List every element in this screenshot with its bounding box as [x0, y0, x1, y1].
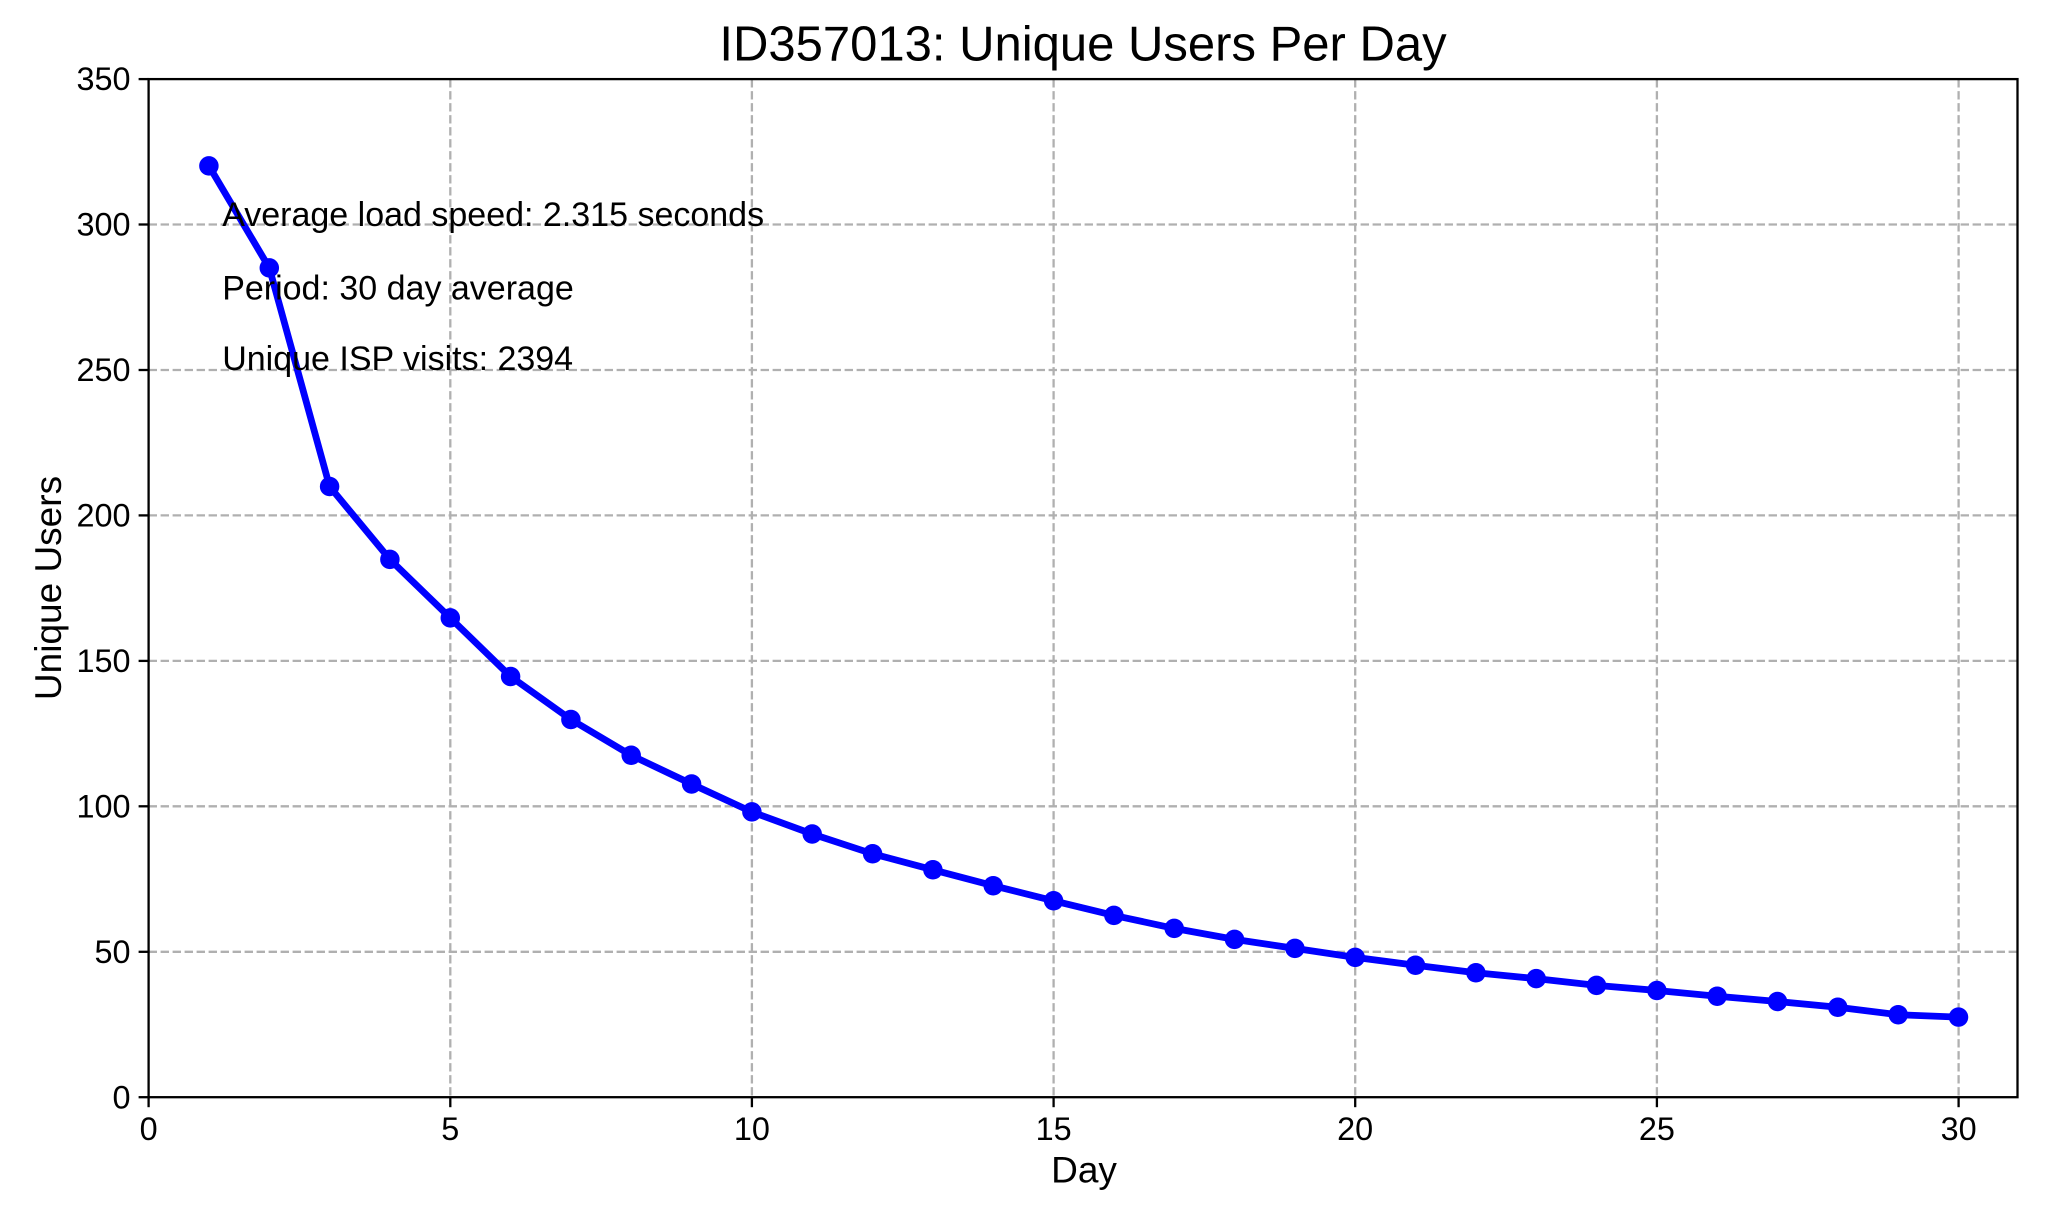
svg-text:Period: 30 day average: Period: 30 day average	[222, 269, 574, 307]
svg-text:Day: Day	[1051, 1150, 1117, 1191]
svg-text:0: 0	[112, 1079, 130, 1115]
svg-text:10: 10	[734, 1111, 770, 1147]
svg-text:15: 15	[1036, 1111, 1072, 1147]
svg-text:20: 20	[1337, 1111, 1373, 1147]
svg-text:0: 0	[140, 1111, 158, 1147]
svg-text:300: 300	[76, 207, 130, 243]
svg-text:5: 5	[441, 1111, 459, 1147]
svg-text:250: 250	[76, 352, 130, 388]
svg-text:Average load speed: 2.315 seco: Average load speed: 2.315 seconds	[222, 196, 764, 234]
svg-text:ID357013: Unique Users Per Day: ID357013: Unique Users Per Day	[719, 18, 1447, 72]
svg-text:Unique ISP visits: 2394: Unique ISP visits: 2394	[222, 340, 573, 378]
svg-text:100: 100	[76, 788, 130, 824]
svg-text:200: 200	[76, 498, 130, 534]
svg-text:150: 150	[76, 643, 130, 679]
svg-text:25: 25	[1639, 1111, 1675, 1147]
svg-text:50: 50	[94, 934, 130, 970]
svg-text:350: 350	[76, 61, 130, 97]
svg-text:30: 30	[1941, 1111, 1977, 1147]
svg-text:Unique Users: Unique Users	[28, 476, 69, 700]
